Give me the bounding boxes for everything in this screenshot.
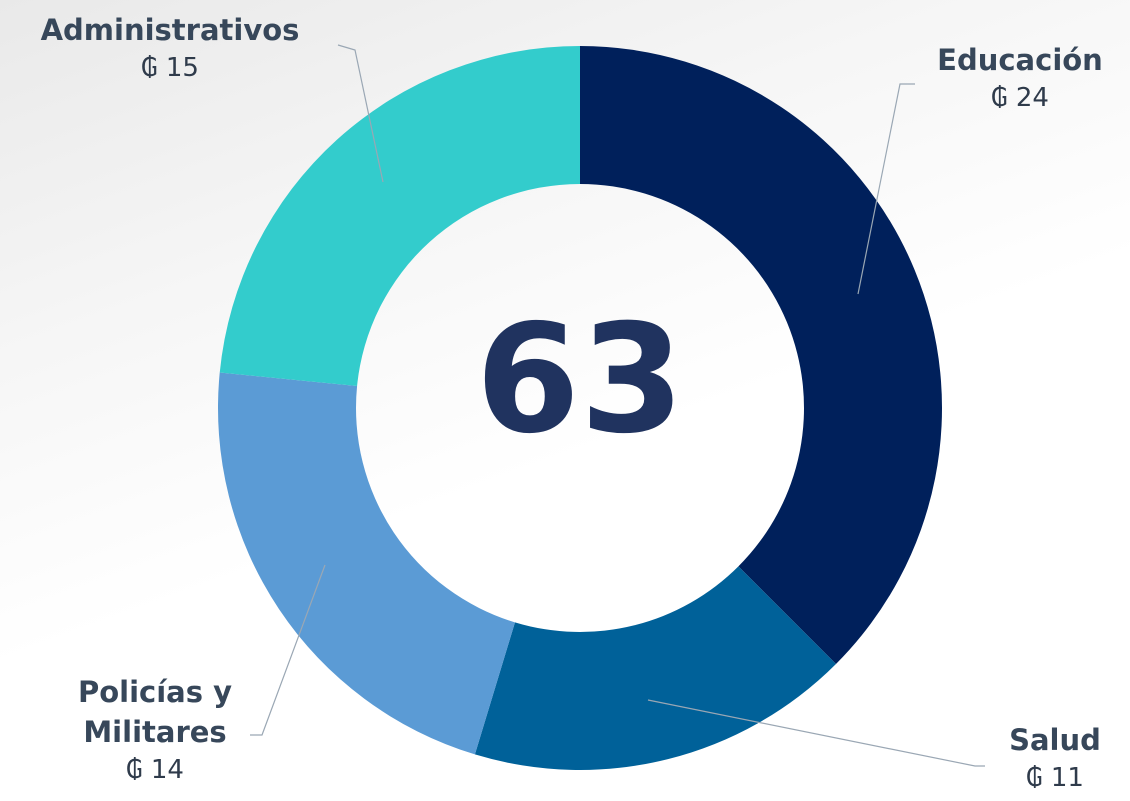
center-total: 63 (476, 293, 685, 467)
slice-label: Salud₲ 11 (960, 720, 1130, 796)
slice-label: Policías y Militares₲ 14 (40, 672, 270, 788)
page: 63 (() => { const data = JSON.parse(docu… (0, 0, 1130, 801)
category-label: Policías y Militares (40, 672, 270, 752)
category-label: Administrativos (0, 10, 340, 50)
slice-label: Administrativos₲ 15 (0, 10, 340, 86)
value-label: ₲ 14 (40, 752, 270, 788)
value-label: ₲ 24 (900, 80, 1130, 116)
value-label: ₲ 15 (0, 50, 340, 86)
value-label: ₲ 11 (960, 760, 1130, 796)
category-label: Educación (900, 40, 1130, 80)
slice-label: Educación₲ 24 (900, 40, 1130, 116)
category-label: Salud (960, 720, 1130, 760)
